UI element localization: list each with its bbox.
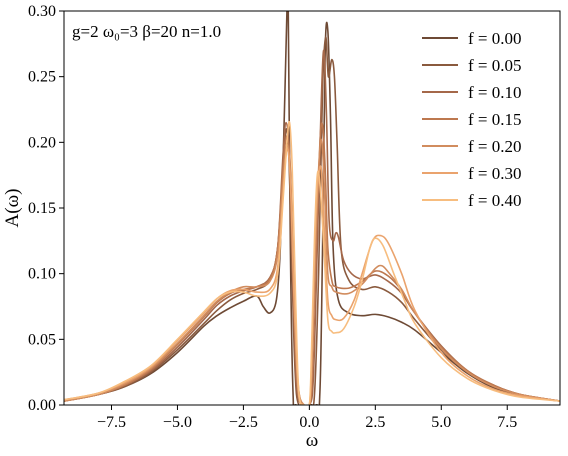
- x-tick-label: 7.5: [497, 414, 517, 431]
- y-tick-label: 0.10: [28, 266, 56, 283]
- series-line-2: [64, 49, 560, 405]
- y-tick-label: 0.25: [28, 69, 56, 86]
- y-tick-label: 0.05: [28, 331, 56, 348]
- x-tick-label: −2.5: [229, 414, 258, 431]
- series-line-1: [64, 36, 560, 405]
- series-layer: [64, 11, 560, 405]
- chart-annotation: g=2 ω₀=3 β=20 n=1.0: [72, 22, 221, 41]
- legend-label: f = 0.30: [468, 164, 522, 183]
- series-line-3: [64, 122, 560, 405]
- legend-label: f = 0.20: [468, 137, 522, 156]
- y-tick-label: 0.00: [28, 397, 56, 414]
- y-tick-label: 0.30: [28, 3, 56, 20]
- legend-label: f = 0.15: [468, 110, 522, 129]
- x-tick-label: 0.0: [299, 414, 319, 431]
- legend-label: f = 0.10: [468, 83, 522, 102]
- y-tick-label: 0.20: [28, 134, 56, 151]
- x-axis-ticks: −7.5 −5.0 −2.5 0.0 2.5 5.0 7.5: [97, 405, 517, 431]
- x-tick-label: −5.0: [163, 414, 192, 431]
- y-axis-label: A(ω): [2, 189, 23, 228]
- x-tick-label: −7.5: [97, 414, 126, 431]
- series-line-6: [64, 120, 560, 405]
- x-axis-label: ω: [306, 430, 319, 451]
- x-tick-label: 5.0: [431, 414, 451, 431]
- y-tick-label: 0.15: [28, 200, 56, 217]
- legend: f = 0.00 f = 0.05 f = 0.10 f = 0.15 f = 0.20…: [422, 29, 522, 210]
- series-line-5: [64, 147, 560, 405]
- legend-label: f = 0.40: [468, 191, 522, 210]
- y-axis-ticks: 0.00 0.05 0.10 0.15 0.20 0.25 0.30: [28, 3, 64, 414]
- legend-label: f = 0.00: [468, 29, 522, 48]
- x-tick-label: 2.5: [365, 414, 385, 431]
- legend-label: f = 0.05: [468, 56, 522, 75]
